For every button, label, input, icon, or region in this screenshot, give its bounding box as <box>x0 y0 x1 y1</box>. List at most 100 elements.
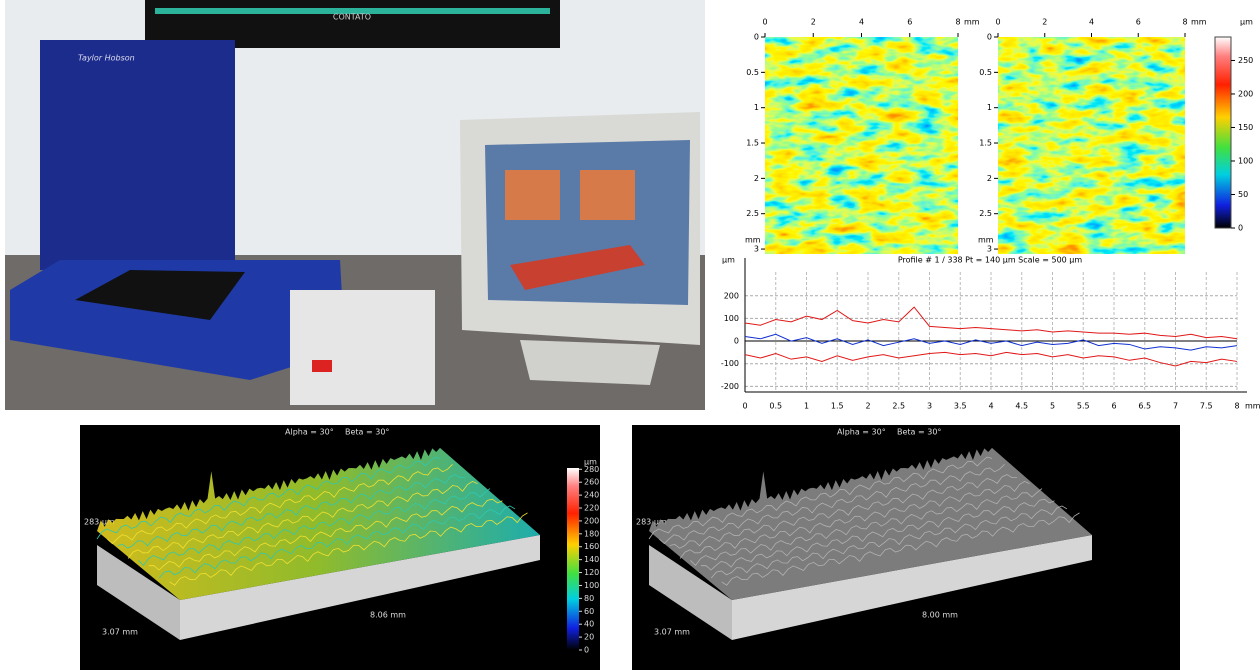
colorbar-label: 0 <box>1238 224 1243 233</box>
colorbar-label: 150 <box>1238 123 1253 132</box>
beta-label: Beta = 30° <box>345 428 389 437</box>
y-tick-label: 3 <box>987 245 992 254</box>
brand-label: Taylor Hobson <box>78 54 135 63</box>
machine-column <box>40 40 235 270</box>
width-label: 3.07 mm <box>654 628 690 637</box>
colorbar <box>567 468 579 650</box>
y-tick-label: 3 <box>754 245 759 254</box>
controller <box>290 290 435 405</box>
y-tick-label: 2 <box>987 174 992 183</box>
heatmap <box>998 37 1185 254</box>
beta-label: Beta = 30° <box>897 428 941 437</box>
y-tick-label: 1.5 <box>746 139 759 148</box>
y-tick-label: 1.5 <box>979 139 992 148</box>
colorbar-label: 260 <box>584 478 599 487</box>
heatmap <box>765 37 958 254</box>
x-tick-label: 3.5 <box>954 402 967 411</box>
y-axis-label: µm <box>722 256 735 265</box>
monitor-stand <box>520 340 660 385</box>
x-tick-label: 2 <box>811 18 816 27</box>
colorbar-label: 80 <box>584 594 594 603</box>
length-label: 8.00 mm <box>922 611 958 620</box>
colorbar-label: 180 <box>584 529 599 538</box>
y-unit: mm <box>978 236 994 245</box>
photo: CONTATO Taylor Hobson <box>5 0 705 410</box>
x-axis-label: mm <box>1245 402 1260 411</box>
alpha-label: Alpha = 30° <box>837 428 886 437</box>
x-tick-label: 0 <box>762 18 767 27</box>
colorbar-label: 160 <box>584 542 599 551</box>
x-unit: mm <box>1191 18 1207 27</box>
y-tick-label: 2.5 <box>979 209 992 218</box>
x-tick-label: 8 <box>1182 18 1187 27</box>
colorbar-label: 40 <box>584 620 594 629</box>
screen-map <box>505 170 560 220</box>
display <box>312 360 332 372</box>
x-tick-label: 6.5 <box>1138 402 1151 411</box>
y-tick-label: -200 <box>721 382 739 391</box>
colorbar-label: 200 <box>584 516 599 525</box>
y-tick-label: 1 <box>754 103 759 112</box>
y-tick-label: 0 <box>754 33 759 42</box>
x-tick-label: 5.5 <box>1077 402 1090 411</box>
x-tick-label: 0 <box>742 402 747 411</box>
y-tick-label: 0.5 <box>979 68 992 77</box>
x-tick-label: 4.5 <box>1015 402 1028 411</box>
colorbar-label: 50 <box>1238 190 1248 199</box>
colorbar-label: 0 <box>584 646 589 655</box>
colorbar-label: 240 <box>584 491 599 500</box>
colorbar-label: 220 <box>584 504 599 513</box>
x-tick-label: 8 <box>1234 402 1239 411</box>
y-tick-label: 0 <box>734 337 739 346</box>
chart-title: Profile # 1 / 338 Pt = 140 µm Scale = 50… <box>898 256 1083 265</box>
y-unit: mm <box>745 236 761 245</box>
y-tick-label: 1 <box>987 103 992 112</box>
x-tick-label: 3 <box>927 402 932 411</box>
x-tick-label: 8 <box>955 18 960 27</box>
x-tick-label: 5 <box>1050 402 1055 411</box>
banner-text: CONTATO <box>333 13 371 22</box>
x-tick-label: 4 <box>859 18 864 27</box>
surfaces: Alpha = 30°Beta = 30°283 µm3.07 mm8.06 m… <box>80 425 1180 670</box>
colorbar-label: 20 <box>584 633 594 642</box>
figure: CONTATO Taylor Hobson 0 2 4 6 8 mm 0 0.5 1 1.5 2 2.… <box>0 0 1260 670</box>
y-tick-label: 2 <box>754 174 759 183</box>
x-tick-label: 1 <box>804 402 809 411</box>
colorbar <box>1215 37 1231 228</box>
colorbar-label: 140 <box>584 555 599 564</box>
x-tick-label: 7.5 <box>1200 402 1213 411</box>
colorbar-label: 200 <box>1238 89 1253 98</box>
colorbar-label: 60 <box>584 607 594 616</box>
y-tick-label: 0 <box>987 33 992 42</box>
x-tick-label: 2.5 <box>892 402 905 411</box>
x-tick-label: 0 <box>995 18 1000 27</box>
colorbar-unit: µm <box>1240 18 1253 27</box>
colorbar-label: 100 <box>1238 156 1253 165</box>
x-tick-label: 7 <box>1173 402 1178 411</box>
x-tick-label: 6 <box>907 18 912 27</box>
x-unit: mm <box>964 18 980 27</box>
x-tick-label: 4 <box>1089 18 1094 27</box>
y-tick-label: -100 <box>721 359 739 368</box>
x-tick-label: 4 <box>988 402 993 411</box>
width-label: 3.07 mm <box>102 628 138 637</box>
colorbar-label: 120 <box>584 568 599 577</box>
colorbar-label: 280 <box>584 465 599 474</box>
x-tick-label: 2 <box>1042 18 1047 27</box>
y-tick-label: 100 <box>724 314 739 323</box>
colorbar-label: 250 <box>1238 56 1253 65</box>
screen <box>485 140 690 305</box>
x-tick-label: 6 <box>1111 402 1116 411</box>
x-tick-label: 0.5 <box>769 402 782 411</box>
y-tick-label: 0.5 <box>746 68 759 77</box>
x-tick-label: 2 <box>865 402 870 411</box>
y-tick-label: 200 <box>724 291 739 300</box>
length-label: 8.06 mm <box>370 611 406 620</box>
y-tick-label: 2.5 <box>746 209 759 218</box>
profile-chart: Profile # 1 / 338 Pt = 140 µm Scale = 50… <box>721 256 1260 411</box>
alpha-label: Alpha = 30° <box>285 428 334 437</box>
colorbar-label: 100 <box>584 581 599 590</box>
x-tick-label: 1.5 <box>831 402 844 411</box>
screen-map <box>580 170 635 220</box>
